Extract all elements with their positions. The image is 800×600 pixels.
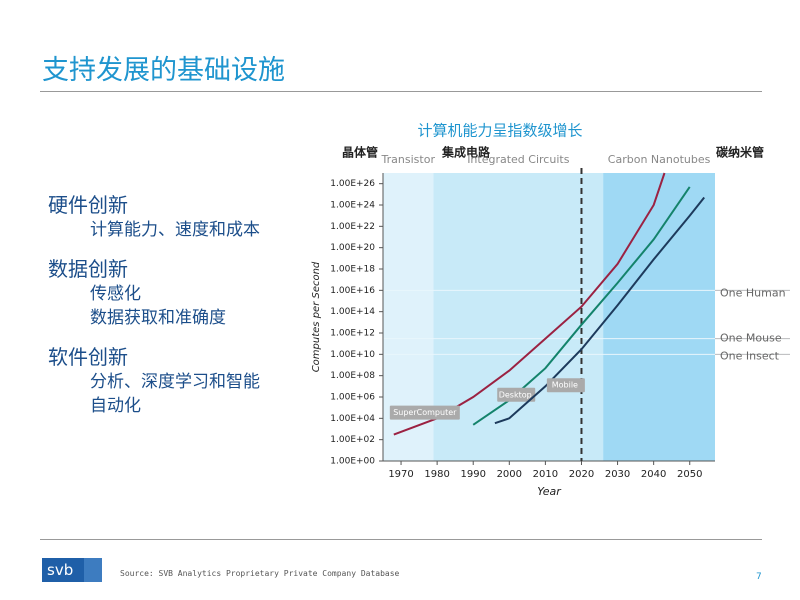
- source-note: Source: SVB Analytics Proprietary Privat…: [120, 569, 400, 578]
- band: [603, 173, 715, 461]
- y-tick-label: 1.00E+08: [330, 371, 375, 381]
- bullet-section: 软件创新分析、深度学习和智能 自动化: [48, 344, 260, 418]
- y-tick-label: 1.00E+14: [330, 307, 375, 317]
- y-tick-label: 1.00E+20: [330, 243, 375, 253]
- band-label-zh: 集成电路: [441, 145, 491, 160]
- y-tick-label: 1.00E+18: [330, 265, 375, 275]
- band-label: Carbon Nanotubes: [608, 153, 711, 166]
- bullet-item: 传感化: [90, 284, 141, 304]
- x-tick-label: 2040: [641, 469, 666, 480]
- slide-title: 支持发展的基础设施: [42, 55, 285, 86]
- x-tick-label: 2010: [533, 469, 558, 480]
- series-label-box: [497, 387, 536, 402]
- bullet-heading: 硬件创新: [48, 193, 128, 217]
- x-tick-label: 2000: [497, 469, 522, 480]
- reference-label: One Human: [720, 286, 786, 299]
- title-rule: [40, 91, 762, 92]
- chart-title: 计算机能力呈指数级增长: [417, 122, 582, 140]
- reference-label: One Insect: [720, 349, 780, 362]
- y-tick-label: 1.00E+24: [330, 201, 375, 211]
- footer-rule: [40, 539, 762, 540]
- x-tick-label: 1990: [460, 469, 485, 480]
- bullet-heading: 数据创新: [48, 257, 128, 281]
- band-label-zh: 晶体管: [342, 145, 378, 160]
- band-label: Integrated Circuits: [467, 153, 570, 166]
- x-tick-label: 1980: [424, 469, 449, 480]
- band-label-zh: 碳纳米管: [716, 145, 764, 160]
- y-axis-title: Computes per Second: [311, 261, 322, 372]
- y-tick-label: 1.00E+26: [330, 179, 375, 189]
- y-tick-label: 1.00E+04: [330, 414, 375, 424]
- bullet-item: 自动化: [90, 396, 141, 416]
- y-tick-label: 1.00E+12: [330, 329, 375, 339]
- bullet-item: 计算能力、速度和成本: [90, 220, 260, 240]
- logo: svb: [42, 558, 102, 582]
- series-label: Desktop: [499, 390, 532, 399]
- series-label-box: [389, 405, 460, 420]
- y-tick-label: 1.00E+02: [330, 435, 375, 445]
- bullet-item: 分析、深度学习和智能: [90, 372, 260, 392]
- y-tick-label: 1.00E+22: [330, 222, 375, 232]
- bullet-item: 数据获取和准确度: [90, 308, 226, 328]
- y-tick-label: 1.00E+10: [330, 350, 375, 360]
- page-number: 7: [756, 572, 762, 582]
- band-label: Transistor: [381, 153, 436, 166]
- series-line: [494, 196, 705, 425]
- x-axis-title: Year: [537, 485, 562, 498]
- band: [433, 173, 604, 461]
- x-tick-label: 1970: [388, 469, 413, 480]
- bullet-section: 硬件创新计算能力、速度和成本: [48, 192, 260, 242]
- reference-label: One Mouse: [720, 332, 782, 345]
- bullet-section: 数据创新传感化数据获取和准确度: [48, 256, 260, 330]
- series-label: SuperComputer: [393, 408, 457, 417]
- bullet-list: 硬件创新计算能力、速度和成本数据创新传感化数据获取和准确度软件创新分析、深度学习…: [48, 192, 260, 432]
- bullet-heading: 软件创新: [48, 345, 128, 369]
- y-tick-label: 1.00E+16: [330, 286, 375, 296]
- series-label-box: [546, 378, 585, 393]
- x-tick-label: 2050: [677, 469, 702, 480]
- x-tick-label: 2020: [569, 469, 594, 480]
- series-label: Mobile: [552, 381, 578, 390]
- x-tick-label: 2030: [605, 469, 630, 480]
- y-tick-label: 1.00E+00: [330, 457, 375, 467]
- y-tick-label: 1.00E+06: [330, 393, 375, 403]
